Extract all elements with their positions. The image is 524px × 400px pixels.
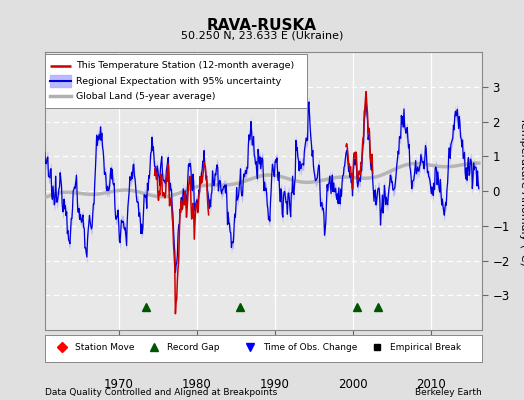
Text: Berkeley Earth: Berkeley Earth	[416, 388, 482, 397]
Text: 2000: 2000	[339, 378, 368, 391]
Text: Regional Expectation with 95% uncertainty: Regional Expectation with 95% uncertaint…	[76, 76, 281, 86]
Text: 2010: 2010	[417, 378, 446, 391]
Text: 50.250 N, 23.633 E (Ukraine): 50.250 N, 23.633 E (Ukraine)	[181, 30, 343, 40]
Text: Global Land (5-year average): Global Land (5-year average)	[76, 92, 215, 101]
Text: Empirical Break: Empirical Break	[390, 342, 461, 352]
Text: Record Gap: Record Gap	[167, 342, 220, 352]
Text: This Temperature Station (12-month average): This Temperature Station (12-month avera…	[76, 61, 294, 70]
Text: RAVA-RUSKA: RAVA-RUSKA	[207, 18, 317, 33]
Text: 1970: 1970	[104, 378, 134, 391]
Text: Station Move: Station Move	[75, 342, 135, 352]
Text: Data Quality Controlled and Aligned at Breakpoints: Data Quality Controlled and Aligned at B…	[45, 388, 277, 397]
Y-axis label: Temperature Anomaly (°C): Temperature Anomaly (°C)	[519, 117, 524, 265]
Text: 1990: 1990	[260, 378, 290, 391]
Text: Time of Obs. Change: Time of Obs. Change	[263, 342, 358, 352]
Text: 1980: 1980	[182, 378, 212, 391]
